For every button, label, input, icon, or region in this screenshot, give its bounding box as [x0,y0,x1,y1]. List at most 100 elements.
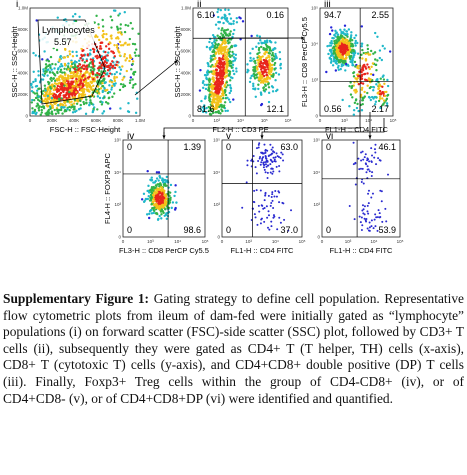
event-dot [379,216,382,219]
event-dot [260,75,263,79]
event-dot [65,83,68,86]
event-dot [368,226,371,229]
x-tick-label: 10³ [147,239,154,244]
event-dot [364,78,368,82]
event-dot [123,52,127,56]
quadrant-value: 2.55 [371,10,389,20]
event-dot [111,65,114,68]
event-dot [37,95,40,98]
event-dot [367,202,370,205]
event-dot [270,66,274,70]
event-dot [255,172,258,175]
event-dot [217,15,220,19]
event-dot [226,61,229,65]
event-dot [32,98,36,102]
event-dot [234,57,237,60]
event-dot [205,76,208,80]
x-tick-label: 0 [192,118,195,123]
event-dot [255,147,258,150]
event-dot [217,80,221,83]
event-dot [174,190,177,194]
event-dot [266,66,269,69]
event-dot [99,87,103,90]
event-dot [107,47,111,51]
event-dot [343,40,347,44]
quadrant-value: 63.0 [280,142,298,152]
event-dot [56,88,60,91]
event-dot [257,204,260,207]
x-tick-label: 10⁴ [174,239,181,244]
event-dot [43,50,46,53]
event-dot [252,87,255,90]
event-dot [271,199,274,202]
event-dot [364,67,368,70]
event-dot [385,90,388,94]
event-dot [149,196,152,200]
y-tick-label: 800K [17,27,28,32]
x-tick-label: 10⁵ [261,118,268,123]
x-tick-label: 0 [321,239,324,244]
gate-name: Lymphocytes [42,25,95,35]
event-dot [361,99,365,102]
x-tick-label: 10³ [341,118,348,123]
y-tick-label: 10³ [313,202,320,207]
event-dot [266,75,270,79]
event-dot [363,72,367,76]
event-dot [357,82,361,86]
event-dot [374,63,378,67]
event-dot [275,152,278,155]
event-dot [337,46,341,49]
event-dot [30,82,33,86]
event-dot [280,151,283,154]
event-dot [150,203,153,206]
event-dot [57,104,60,107]
event-dot [152,200,155,204]
event-dot [100,103,104,106]
event-dot [81,82,84,86]
event-dot [37,109,41,112]
event-dot [270,152,273,155]
x-axis-label: FL1-H :: CD4 FITC [325,125,389,134]
event-dot [209,47,212,50]
event-dot [220,32,223,35]
event-dot [343,24,347,27]
event-dot [71,85,74,88]
event-dot [151,193,155,196]
event-dot [228,47,231,50]
event-dot [159,210,163,213]
event-dot [155,200,158,203]
event-dot [131,42,135,46]
event-dot [214,104,218,107]
event-dot [250,34,253,38]
event-dot [224,93,228,97]
event-dot [118,12,122,15]
x-axis-label: FL2-H :: CD3 PE [212,125,268,134]
event-dot [221,41,225,45]
event-dot [256,68,259,71]
event-dot [254,62,257,65]
event-dot [199,107,202,111]
event-dot [353,60,357,64]
event-dot [278,50,281,54]
event-dot [48,81,51,85]
event-dot [341,40,345,43]
event-dot [231,76,234,80]
event-dot [232,56,236,59]
event-dot [85,98,88,101]
event-dot [227,98,231,101]
event-dot [271,90,275,93]
event-dot [62,56,66,59]
event-dot [335,31,338,34]
event-dot [40,111,44,114]
event-dot [259,60,263,63]
event-dot [263,52,266,55]
event-dot [229,45,233,49]
event-dot [257,46,261,50]
event-dot [228,91,231,95]
event-dot [226,39,229,43]
x-tick-label: 0 [29,118,32,123]
event-dot [343,50,347,54]
event-dot [344,62,348,66]
event-dot [119,82,123,86]
event-dot [347,64,350,68]
